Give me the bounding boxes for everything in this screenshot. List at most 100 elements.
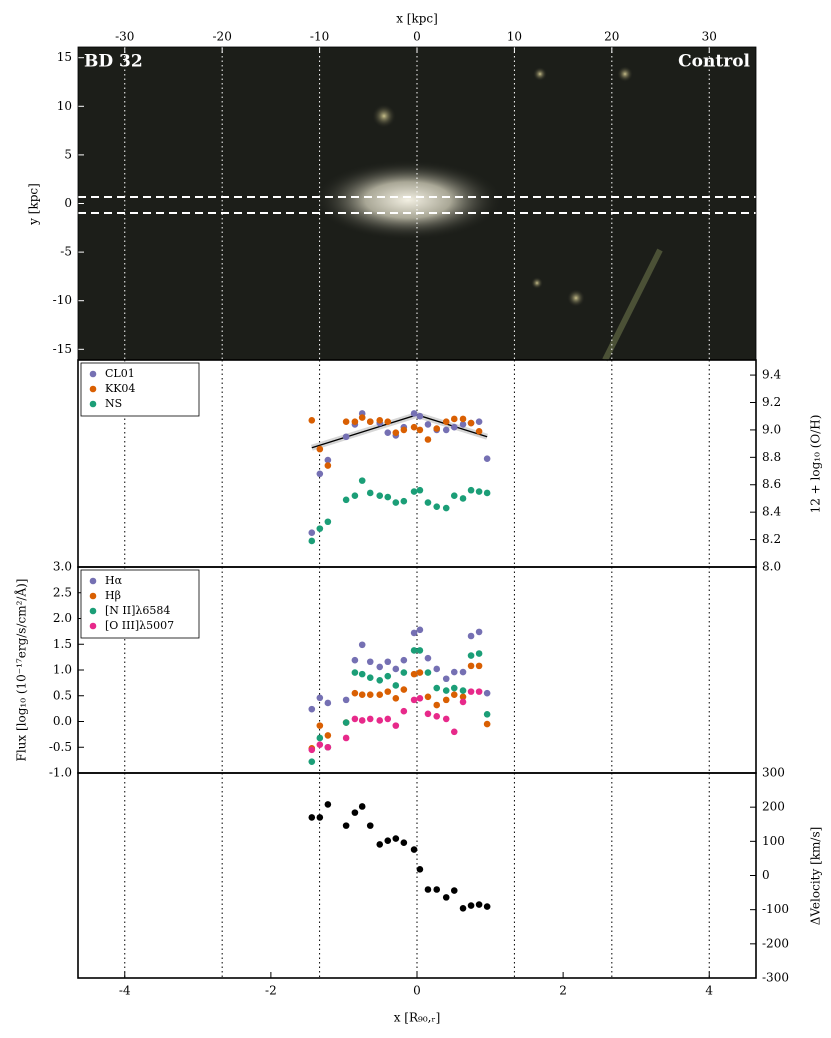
point (424, 654, 432, 662)
point (483, 903, 491, 910)
point (366, 674, 374, 682)
y-tick-label: 1.5 (53, 637, 72, 651)
point (342, 719, 350, 726)
point (376, 841, 384, 848)
point (358, 691, 366, 699)
point (442, 894, 450, 901)
x-tick-label: 0 (413, 984, 421, 998)
point (416, 669, 424, 676)
point (410, 647, 418, 654)
point (392, 429, 400, 436)
y-tick-label: -1.0 (49, 766, 72, 780)
point (467, 419, 475, 427)
x-tick-label: -20 (213, 30, 232, 44)
point (483, 710, 491, 718)
point (442, 715, 450, 723)
legend-marker (89, 622, 97, 630)
point (450, 887, 458, 894)
point (400, 497, 408, 505)
x-tick-label: 10 (507, 30, 522, 44)
point (316, 741, 324, 748)
point (433, 713, 441, 720)
point (358, 477, 366, 484)
y-tick-label: 5 (64, 147, 72, 161)
x-tick-label: 20 (604, 30, 619, 44)
point (433, 503, 441, 510)
point (308, 529, 316, 537)
point (483, 720, 491, 728)
point (324, 518, 332, 526)
point (376, 492, 384, 500)
sky-image (78, 47, 756, 362)
point (366, 418, 374, 425)
legend-marker (89, 577, 97, 585)
point (316, 734, 324, 742)
point (442, 675, 450, 683)
point (358, 641, 366, 649)
point (410, 410, 418, 417)
point (342, 433, 350, 441)
point (316, 470, 324, 478)
point (410, 629, 418, 637)
x-tick-label: -10 (310, 30, 329, 44)
x-tick-label: 2 (559, 984, 567, 998)
point (351, 656, 359, 664)
point (358, 670, 366, 678)
point (308, 705, 316, 713)
point (475, 418, 483, 425)
point (416, 412, 424, 420)
point (475, 628, 483, 636)
y-tick-label: -0.5 (49, 740, 72, 754)
legend-label: Hα (105, 574, 123, 587)
point (351, 669, 359, 676)
sample-label: Control (678, 52, 750, 72)
point (400, 656, 408, 664)
point (450, 728, 458, 736)
point (424, 499, 432, 506)
legend-box (80, 569, 200, 639)
x-tick-label: 4 (705, 984, 713, 998)
y-tick-label: -100 (762, 902, 789, 916)
point (410, 423, 418, 431)
point (376, 417, 384, 424)
point (366, 691, 374, 699)
point (384, 688, 392, 695)
x-tick-label: -30 (115, 30, 134, 44)
point (384, 429, 392, 436)
point (400, 839, 408, 846)
point (308, 537, 316, 545)
point (324, 462, 332, 469)
point (358, 803, 366, 810)
point (308, 814, 316, 821)
point (467, 688, 475, 695)
point (316, 694, 324, 702)
point (384, 658, 392, 666)
y-tick-label: -200 (762, 936, 789, 950)
y-tick-label: -300 (762, 971, 789, 985)
y-tick-label: 100 (762, 834, 785, 848)
point (400, 669, 408, 676)
y-tick-label: 0 (64, 196, 72, 210)
y-tick-label: 8.8 (762, 450, 781, 464)
y-tick-label: -15 (53, 342, 72, 356)
y-tick-label: 15 (57, 50, 72, 64)
y-axis-title: y [kpc] (27, 183, 41, 226)
legend-box (80, 362, 200, 417)
point (459, 495, 467, 502)
legend-label: NS (105, 397, 122, 410)
point (384, 837, 392, 844)
point (475, 488, 483, 495)
point (467, 662, 475, 670)
y-tick-label: 8.2 (762, 532, 781, 546)
y-tick-label: 2.5 (53, 585, 72, 599)
point (392, 665, 400, 673)
point (376, 677, 384, 684)
y-axis-title: 12 + log₁₀ (O/H) (809, 415, 823, 514)
y-tick-label: 3.0 (53, 560, 72, 574)
point (483, 689, 491, 697)
point (433, 665, 441, 673)
y-axis-title: ΔVelocity [km/s] (809, 827, 823, 926)
point (424, 436, 432, 443)
y-tick-label: -5 (60, 245, 72, 259)
